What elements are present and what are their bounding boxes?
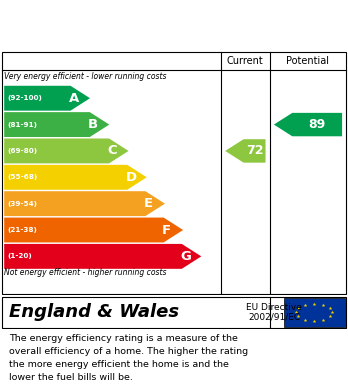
Polygon shape <box>4 191 165 216</box>
Polygon shape <box>4 86 90 111</box>
Polygon shape <box>4 165 147 190</box>
Text: D: D <box>126 171 137 184</box>
Polygon shape <box>274 113 342 136</box>
Text: (69-80): (69-80) <box>8 148 38 154</box>
Text: Energy Efficiency Rating: Energy Efficiency Rating <box>9 18 229 33</box>
Text: (55-68): (55-68) <box>8 174 38 180</box>
Polygon shape <box>4 244 201 269</box>
Text: The energy efficiency rating is a measure of the
overall efficiency of a home. T: The energy efficiency rating is a measur… <box>9 334 248 382</box>
Polygon shape <box>4 112 109 137</box>
Text: F: F <box>162 224 171 237</box>
Text: England & Wales: England & Wales <box>9 303 179 321</box>
Text: 72: 72 <box>246 144 263 158</box>
Bar <box>284 298 345 326</box>
Text: Very energy efficient - lower running costs: Very energy efficient - lower running co… <box>4 72 167 81</box>
Text: 2002/91/EC: 2002/91/EC <box>248 313 300 322</box>
Text: (1-20): (1-20) <box>8 253 32 259</box>
Text: 89: 89 <box>309 118 326 131</box>
Text: (39-54): (39-54) <box>8 201 38 207</box>
Text: Potential: Potential <box>286 56 330 66</box>
Text: (81-91): (81-91) <box>8 122 38 127</box>
Text: (21-38): (21-38) <box>8 227 38 233</box>
Text: B: B <box>88 118 98 131</box>
Text: EU Directive: EU Directive <box>246 303 302 312</box>
Text: A: A <box>69 92 79 105</box>
Polygon shape <box>4 217 183 242</box>
Text: E: E <box>144 197 153 210</box>
Text: (92-100): (92-100) <box>8 95 42 101</box>
Text: C: C <box>107 144 117 158</box>
Polygon shape <box>4 138 128 163</box>
Polygon shape <box>225 139 266 163</box>
Text: Current: Current <box>227 56 264 66</box>
Text: G: G <box>180 250 191 263</box>
Text: Not energy efficient - higher running costs: Not energy efficient - higher running co… <box>4 268 167 277</box>
